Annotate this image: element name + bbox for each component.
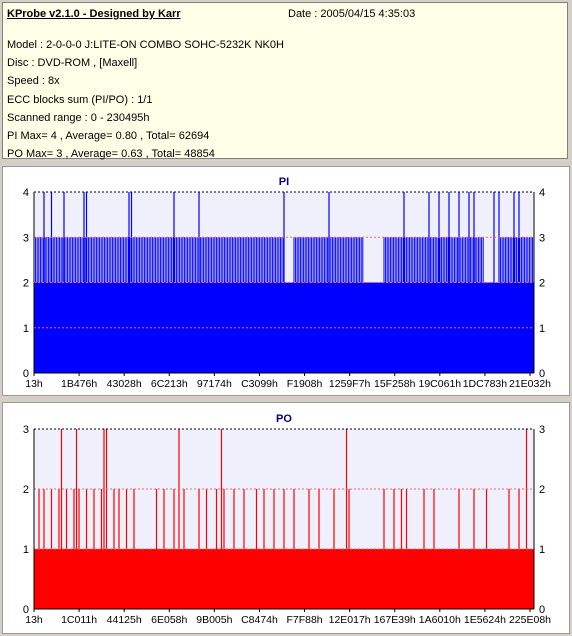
po-x-tick-label: F7F88h	[286, 614, 322, 626]
pi-y-tick-right: 2	[539, 278, 545, 290]
app-title: KProbe v2.1.0 - Designed by Karr	[7, 8, 181, 20]
po-x-tick-label: 44125h	[107, 614, 142, 626]
pi-x-tick-label: F1908h	[287, 378, 323, 390]
pi-x-tick-label: 6C213h	[151, 378, 188, 390]
pi-chart: PI 0 0 1 1 2 2 3 3 4 4 13h 1B476h 43028h 6C213h 97174h C…	[23, 176, 551, 390]
pi-x-tick-label: 1259F7h	[329, 378, 371, 390]
pi-dense-span-2	[383, 237, 484, 283]
pi-dense-span-1	[293, 237, 364, 283]
po-x-tick-label: 6E058h	[151, 614, 187, 626]
po-y-tick-left: 2	[23, 484, 29, 496]
pi-x-tick-label: 21E032h	[509, 378, 551, 390]
pi-y-tick-left: 3	[23, 232, 29, 244]
po-y-tick-right: 3	[539, 424, 545, 436]
pi-x-tick-label: 43028h	[107, 378, 142, 390]
po-x-tick-label: 9B005h	[196, 614, 232, 626]
disc-line: Disc : DVD-ROM , [Maxell]	[7, 57, 138, 70]
pi-summary-line: PI Max= 4 , Average= 0.80 , Total= 62694	[7, 130, 210, 143]
pi-x-tick-label: 15F258h	[374, 378, 416, 390]
po-x-tick-label: 12E017h	[329, 614, 371, 626]
pi-y-tick-left: 1	[23, 323, 29, 335]
pi-x-tick-label: 1B476h	[61, 378, 97, 390]
pi-y-tick-right: 1	[539, 323, 545, 335]
pi-y-tick-right: 4	[539, 187, 545, 199]
po-chart-title: PO	[276, 413, 292, 425]
pi-x-tick-label: 97174h	[197, 378, 232, 390]
model-line: Model : 2-0-0-0 J:LITE-ON COMBO SOHC-523…	[7, 39, 284, 51]
po-y-tick-right: 0	[539, 604, 545, 616]
pi-x-tick-label: 1DC783h	[463, 378, 508, 390]
pi-chart-panel: PI 0 0 1 1 2 2 3 3 4 4 13h 1B476h 43028h 6C213h 97174h C…	[2, 166, 570, 396]
pi-y-tick-left: 2	[23, 278, 29, 290]
po-y-tick-right: 2	[539, 484, 545, 496]
scan-date: Date : 2005/04/15 4:35:03	[288, 8, 416, 20]
speed-line: Speed : 8x	[7, 75, 60, 88]
pi-chart-title: PI	[279, 176, 289, 188]
info-panel: KProbe v2.1.0 - Designed by Karr Date : …	[2, 2, 568, 160]
range-line: Scanned range : 0 - 230495h	[7, 111, 150, 124]
pi-y-tick-right: 0	[539, 368, 545, 380]
po-x-tick-label: 1E5624h	[464, 614, 506, 626]
po-y-tick-right: 1	[539, 544, 545, 556]
po-baseline-fill	[34, 549, 534, 609]
po-chart-panel: PO 0 0 1 1 2 2 3 3 13h 1C011h 44125h 6E058h 9B005h C84…	[2, 402, 570, 634]
po-y-tick-left: 0	[23, 604, 29, 616]
po-chart: PO 0 0 1 1 2 2 3 3 13h 1C011h 44125h 6E058h 9B005h C84…	[23, 413, 551, 626]
ecc-line: ECC blocks sum (PI/PO) : 1/1	[7, 93, 153, 106]
po-x-tick-label: 1C011h	[61, 614, 97, 626]
po-summary-line: PO Max= 3 , Average= 0.63 , Total= 48854	[7, 148, 215, 161]
po-x-tick-label: C8474h	[241, 614, 278, 626]
pi-y-tick-right: 3	[539, 232, 545, 244]
pi-y-tick-left: 0	[23, 368, 29, 380]
pi-y-tick-left: 4	[23, 187, 29, 199]
po-x-tick-label: 1A6010h	[419, 614, 461, 626]
po-y-tick-left: 3	[23, 424, 29, 436]
pi-x-tick-label: 13h	[25, 378, 43, 390]
pi-x-tick-label: 19C061h	[419, 378, 462, 390]
scan-details: Model : 2-0-0-0 J:LITE-ON COMBO SOHC-523…	[7, 36, 284, 163]
po-x-tick-label: 225E08h	[509, 614, 551, 626]
po-x-tick-label: 167E39h	[374, 614, 416, 626]
pi-x-tick-label: C3099h	[241, 378, 278, 390]
po-y-tick-left: 1	[23, 544, 29, 556]
po-x-tick-label: 13h	[25, 614, 43, 626]
